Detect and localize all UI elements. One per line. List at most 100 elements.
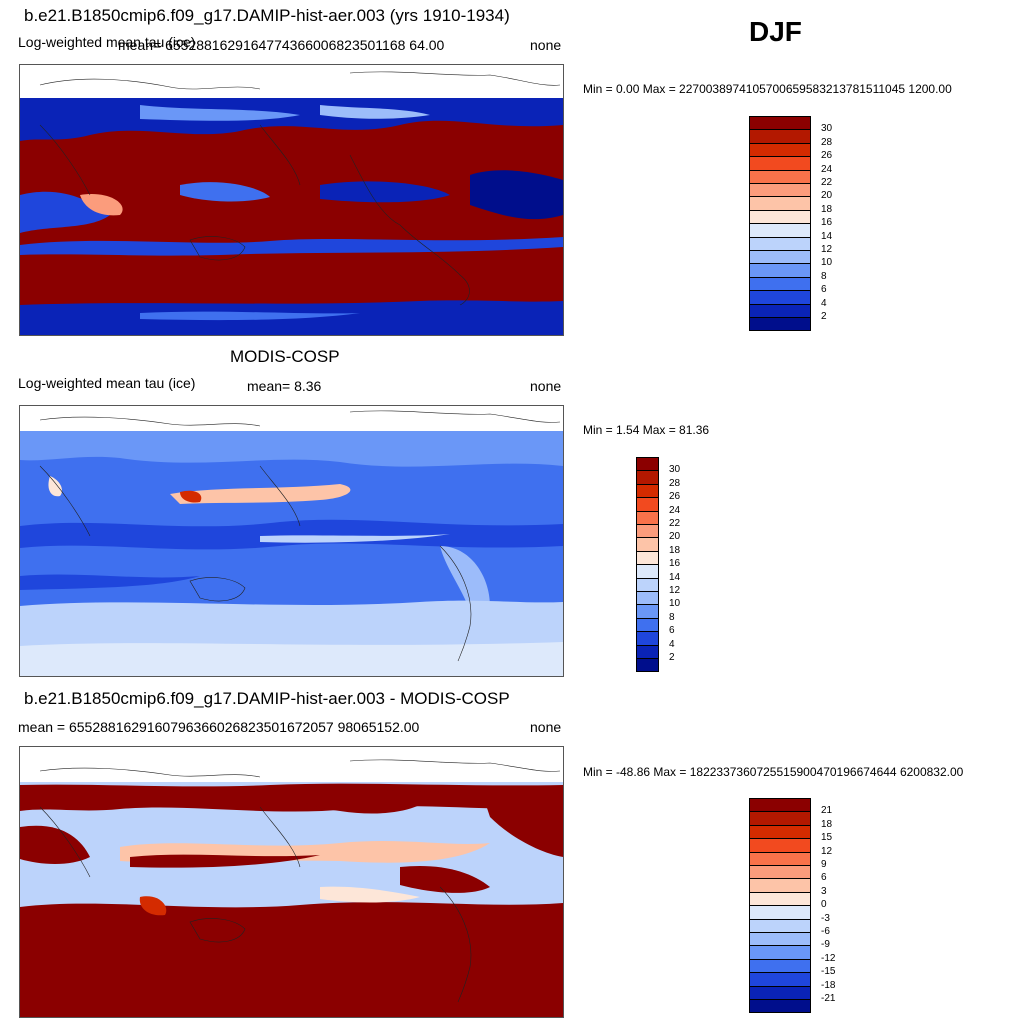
colorbar-swatch — [636, 564, 659, 579]
colorbar-label: 8 — [821, 270, 827, 282]
colorbar-swatch — [749, 798, 811, 813]
colorbar-swatch — [749, 918, 811, 933]
colorbar-label: 20 — [821, 190, 833, 202]
colorbar-swatch — [749, 196, 811, 211]
colorbar-swatch — [749, 878, 811, 893]
colorbar-swatch — [749, 824, 811, 840]
colorbar-swatch — [636, 537, 659, 552]
colorbar-label: 3 — [821, 885, 827, 897]
panel2-map — [19, 405, 564, 677]
colorbar-swatch — [636, 577, 659, 592]
colorbar-swatch — [749, 263, 811, 278]
colorbar-swatch — [749, 209, 811, 225]
colorbar-label: 9 — [821, 859, 827, 870]
colorbar-swatch — [749, 156, 811, 171]
colorbar-swatch — [636, 483, 659, 499]
colorbar-swatch — [749, 129, 811, 144]
colorbar-swatch — [749, 891, 811, 907]
panel3-map — [19, 746, 564, 1018]
colorbar-swatch — [636, 524, 659, 539]
colorbar-label: 21 — [821, 805, 833, 817]
colorbar-swatch — [749, 985, 811, 1000]
colorbar-label: 22 — [669, 518, 681, 529]
colorbar-label: -12 — [821, 952, 836, 964]
panel1-minmax: Min = 0.00 Max = 22700389741057006595832… — [583, 82, 952, 96]
panel3-mean: mean = 655288162916079636602682350167205… — [18, 719, 420, 735]
colorbar-swatch — [749, 183, 811, 198]
colorbar-swatch — [749, 958, 811, 974]
colorbar-label: 6 — [669, 625, 675, 637]
panel2-variable: Log-weighted mean tau (ice) — [18, 375, 196, 391]
colorbar-label: 10 — [821, 257, 833, 269]
colorbar-swatch — [749, 303, 811, 318]
panel1-variable: Log-weighted mean tau (ice) — [18, 34, 196, 50]
colorbar-swatch — [749, 276, 811, 292]
colorbar-swatch — [636, 658, 659, 673]
panel2-title: MODIS-COSP — [230, 347, 340, 366]
colorbar-label: 30 — [669, 464, 681, 476]
panel3-title: b.e21.B1850cmip6.f09_g17.DAMIP-hist-aer.… — [24, 689, 510, 708]
colorbar-label: -18 — [821, 979, 836, 991]
colorbar-label: 16 — [669, 558, 681, 570]
colorbar-swatch — [749, 851, 811, 866]
colorbar-label: -3 — [821, 912, 830, 924]
colorbar-label: 18 — [821, 203, 833, 215]
colorbar-label: 4 — [669, 638, 675, 650]
colorbar-swatch — [636, 604, 659, 619]
colorbar-label: 10 — [669, 598, 681, 610]
colorbar-swatch — [749, 932, 811, 947]
colorbar-swatch — [749, 811, 811, 826]
colorbar-swatch — [749, 972, 811, 987]
colorbar-swatch — [749, 236, 811, 251]
panel1-title: b.e21.B1850cmip6.f09_g17.DAMIP-hist-aer.… — [24, 6, 510, 25]
colorbar-swatch — [749, 169, 811, 184]
colorbar-swatch — [749, 838, 811, 853]
colorbar-swatch — [749, 317, 811, 332]
colorbar-label: 26 — [669, 491, 681, 503]
colorbar-label: 28 — [821, 136, 833, 148]
colorbar-swatch — [636, 617, 659, 633]
colorbar-swatch — [749, 290, 811, 305]
colorbar-label: 12 — [669, 585, 681, 596]
colorbar-label: 6 — [821, 284, 827, 296]
colorbar-swatch — [749, 142, 811, 158]
colorbar-label: 15 — [821, 832, 833, 844]
colorbar-label: 26 — [821, 150, 833, 162]
panel2-units: none — [530, 378, 562, 394]
season-label: DJF — [749, 16, 802, 47]
colorbar-label: 8 — [669, 611, 675, 623]
panel3-units: none — [530, 719, 562, 735]
colorbar-label: -21 — [821, 993, 836, 1004]
colorbar-swatch — [636, 550, 659, 566]
colorbar-label: 14 — [669, 571, 681, 583]
panel1-mean: mean= 6552881629164774366006823501168 64… — [118, 37, 445, 53]
colorbar-label: 14 — [821, 230, 833, 242]
colorbar-label: 12 — [821, 845, 833, 857]
colorbar-swatch — [636, 631, 659, 646]
colorbar-swatch — [636, 497, 659, 512]
colorbar-label: -15 — [821, 966, 836, 978]
colorbar-label: 12 — [821, 244, 833, 255]
colorbar-swatch — [749, 223, 811, 238]
colorbar-label: 28 — [669, 477, 681, 489]
colorbar-label: 30 — [821, 123, 833, 135]
colorbar-label: 0 — [821, 899, 827, 911]
panel2-mean: mean= 8.36 — [247, 378, 322, 394]
colorbar-swatch — [636, 510, 659, 525]
colorbar-label: 18 — [821, 818, 833, 830]
colorbar-label: -9 — [821, 939, 830, 951]
colorbar-swatch — [636, 644, 659, 659]
colorbar-label: 24 — [821, 163, 833, 175]
colorbar-swatch — [636, 457, 659, 472]
panel2-minmax: Min = 1.54 Max = 81.36 — [583, 423, 710, 437]
colorbar-swatch — [636, 470, 659, 485]
colorbar-label: 4 — [821, 297, 827, 309]
colorbar-label: 16 — [821, 217, 833, 229]
colorbar-label: 24 — [669, 504, 681, 516]
colorbar-label: 18 — [669, 544, 681, 556]
colorbar-swatch — [749, 250, 811, 265]
colorbar-swatch — [749, 999, 811, 1014]
colorbar-swatch — [636, 591, 659, 606]
colorbar-label: 22 — [821, 177, 833, 188]
colorbar-label: 20 — [669, 531, 681, 543]
